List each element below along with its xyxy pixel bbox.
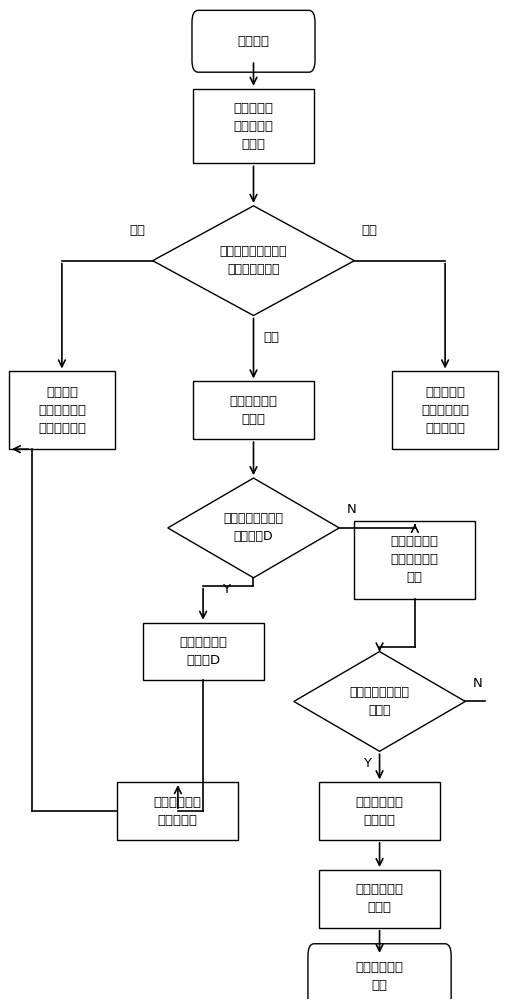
Text: 下一跳即为该
共同节点: 下一跳即为该 共同节点 xyxy=(355,796,404,827)
Bar xyxy=(9,371,115,449)
Text: 相邻表中是否含相
同节点: 相邻表中是否含相 同节点 xyxy=(349,686,410,717)
Text: Y: Y xyxy=(222,583,230,596)
Polygon shape xyxy=(153,206,354,316)
Bar xyxy=(142,623,264,680)
Polygon shape xyxy=(294,652,465,751)
Text: 向源节点
父节点方向广
播的泛洪探寻: 向源节点 父节点方向广 播的泛洪探寻 xyxy=(38,386,86,435)
Text: 查看该节点和
目标节点的相
邻表: 查看该节点和 目标节点的相 邻表 xyxy=(391,535,439,584)
Text: 计算目的节点
的父节地址: 计算目的节点 的父节地址 xyxy=(154,796,202,827)
Text: 向源节点子
节点方向广播
的泛洪探寻: 向源节点子 节点方向广播 的泛洪探寻 xyxy=(421,386,469,435)
Bar xyxy=(354,521,476,599)
Text: 等于: 等于 xyxy=(263,331,279,344)
Bar xyxy=(193,381,314,439)
Text: 相邻表中是否包含
目的节点D: 相邻表中是否包含 目的节点D xyxy=(224,512,283,543)
Text: N: N xyxy=(473,677,483,690)
Text: 下一跳即为目
的节点D: 下一跳即为目 的节点D xyxy=(179,636,227,667)
Text: 查看源节点的
相邻表: 查看源节点的 相邻表 xyxy=(230,395,277,426)
Bar xyxy=(117,782,238,840)
Text: 大于: 大于 xyxy=(129,224,146,237)
Bar xyxy=(319,782,440,840)
Text: 计算源节点
和目的节点
的深度: 计算源节点 和目的节点 的深度 xyxy=(234,102,273,151)
Polygon shape xyxy=(168,478,339,578)
Bar xyxy=(193,89,314,163)
Text: 开启系统: 开启系统 xyxy=(237,35,270,48)
Text: 判断源节点深度与目
的节点深度关系: 判断源节点深度与目 的节点深度关系 xyxy=(220,245,287,276)
Text: 小于: 小于 xyxy=(361,224,378,237)
FancyBboxPatch shape xyxy=(192,10,315,72)
Text: Y: Y xyxy=(363,757,371,770)
Text: 下一跳即为目
的节点: 下一跳即为目 的节点 xyxy=(355,883,404,914)
FancyBboxPatch shape xyxy=(308,944,451,1000)
Text: N: N xyxy=(347,503,357,516)
Text: 得到最优路由
路径: 得到最优路由 路径 xyxy=(355,961,404,992)
Bar xyxy=(319,870,440,928)
Bar xyxy=(392,371,498,449)
